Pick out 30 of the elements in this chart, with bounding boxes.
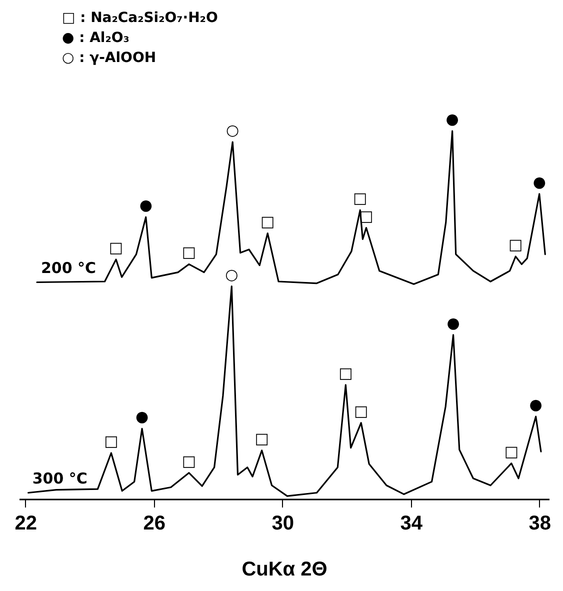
annotation: ● [446,110,459,128]
annotation: □ [182,243,196,262]
x-tick-label: 38 [528,512,551,534]
text: □ : Na₂Ca₂Si₂O₇·H₂O [62,9,219,28]
annotation: ● [446,314,460,332]
annotation: □ [508,235,523,254]
annotation: □ [353,189,368,208]
annotation: ● [529,396,542,414]
annotation: □ [338,364,353,382]
annotation: □ [354,402,368,420]
series-label: 200 °C [40,259,96,278]
annotation: □ [108,238,124,256]
annotation: ● [135,408,149,426]
annotation: □ [254,429,269,448]
x-axis-title: CuKα 2Θ [242,558,328,580]
annotation: □ [260,212,275,230]
annotation: ● [532,172,546,191]
x-tick-label: 22 [14,512,38,534]
annotation: ○ [226,121,240,140]
annotation: □ [182,452,196,470]
text: ● : Al₂O₃ [62,29,130,48]
x-tick-label: 26 [143,512,166,534]
text: ○ : γ-AlOOH [62,49,158,68]
annotation: ○ [225,265,238,284]
series-label: 300 °C [32,470,88,488]
annotation: □ [104,432,118,450]
annotation: ● [139,196,152,214]
annotation: □ [504,442,519,460]
x-tick-label: 34 [400,512,424,534]
x-tick-label: 30 [272,512,294,534]
